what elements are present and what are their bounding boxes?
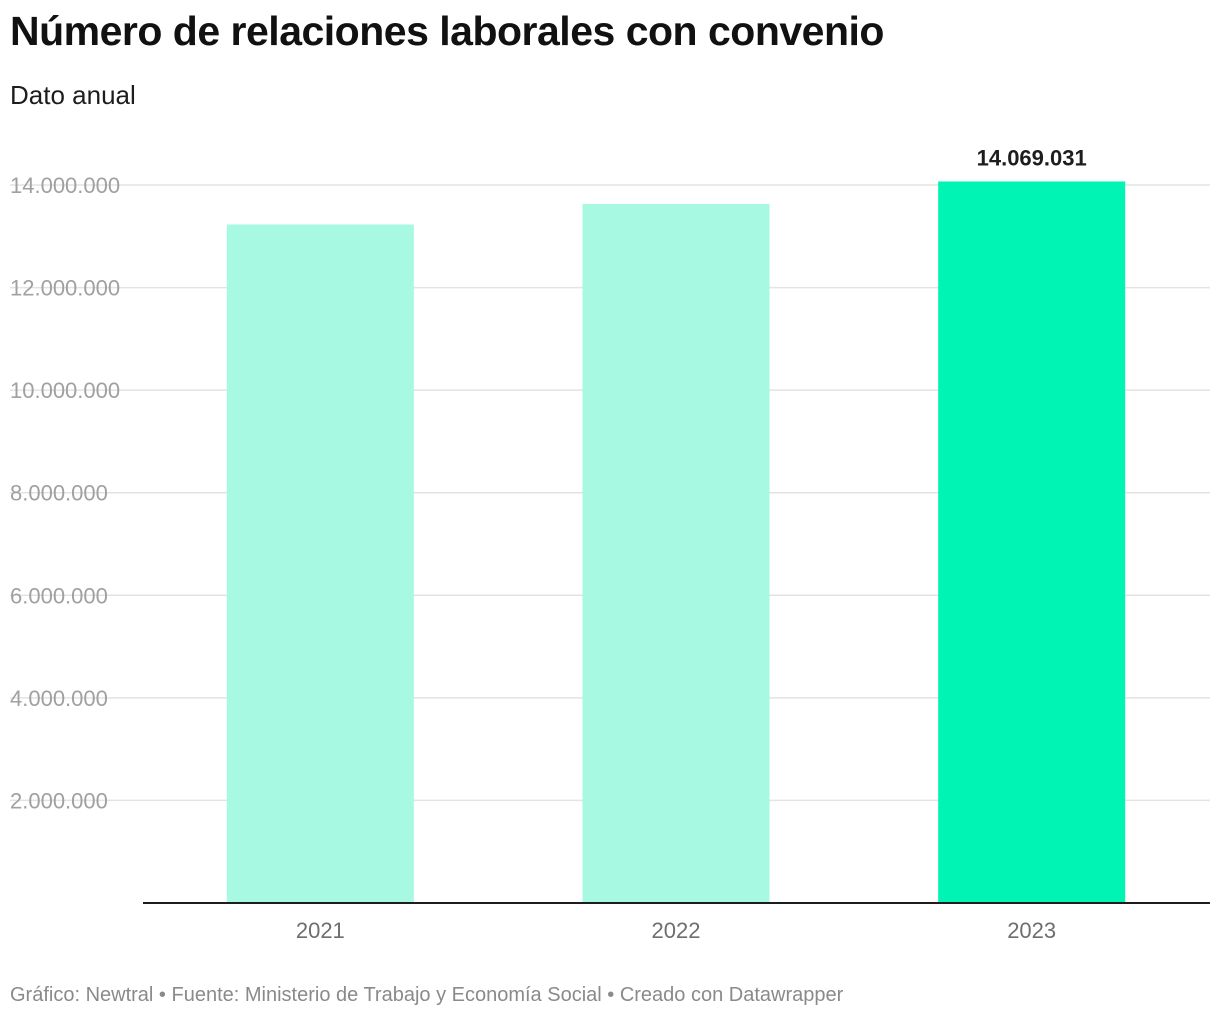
bar-2023 — [938, 181, 1126, 903]
bars — [226, 181, 1126, 904]
y-tick-label: 6.000.000 — [10, 583, 108, 608]
chart-subtitle: Dato anual — [10, 80, 136, 110]
y-tick-label: 8.000.000 — [10, 481, 108, 506]
x-tick-label: 2023 — [1007, 918, 1056, 943]
bar-2022 — [582, 203, 770, 903]
chart-footer-credits: Gráfico: Newtral • Fuente: Ministerio de… — [10, 984, 844, 1006]
y-tick-label: 4.000.000 — [10, 686, 108, 711]
y-tick-label: 2.000.000 — [10, 788, 108, 813]
data-value-label: 14.069.031 — [977, 145, 1087, 170]
chart-title: Número de relaciones laborales con conve… — [10, 8, 884, 54]
y-axis-tick-labels: 2.000.000 4.000.000 6.000.000 8.000.000 10.0… — [10, 173, 120, 813]
y-tick-label: 10.000.000 — [10, 378, 120, 403]
x-axis-category-labels: 2021 2022 2023 — [296, 918, 1056, 943]
y-tick-label: 12.000.000 — [10, 276, 120, 301]
bar-2021 — [226, 224, 414, 904]
value-labels: 14.069.031 — [977, 145, 1087, 170]
y-tick-label: 14.000.000 — [10, 173, 120, 198]
x-tick-label: 2021 — [296, 918, 345, 943]
x-tick-label: 2022 — [652, 918, 701, 943]
